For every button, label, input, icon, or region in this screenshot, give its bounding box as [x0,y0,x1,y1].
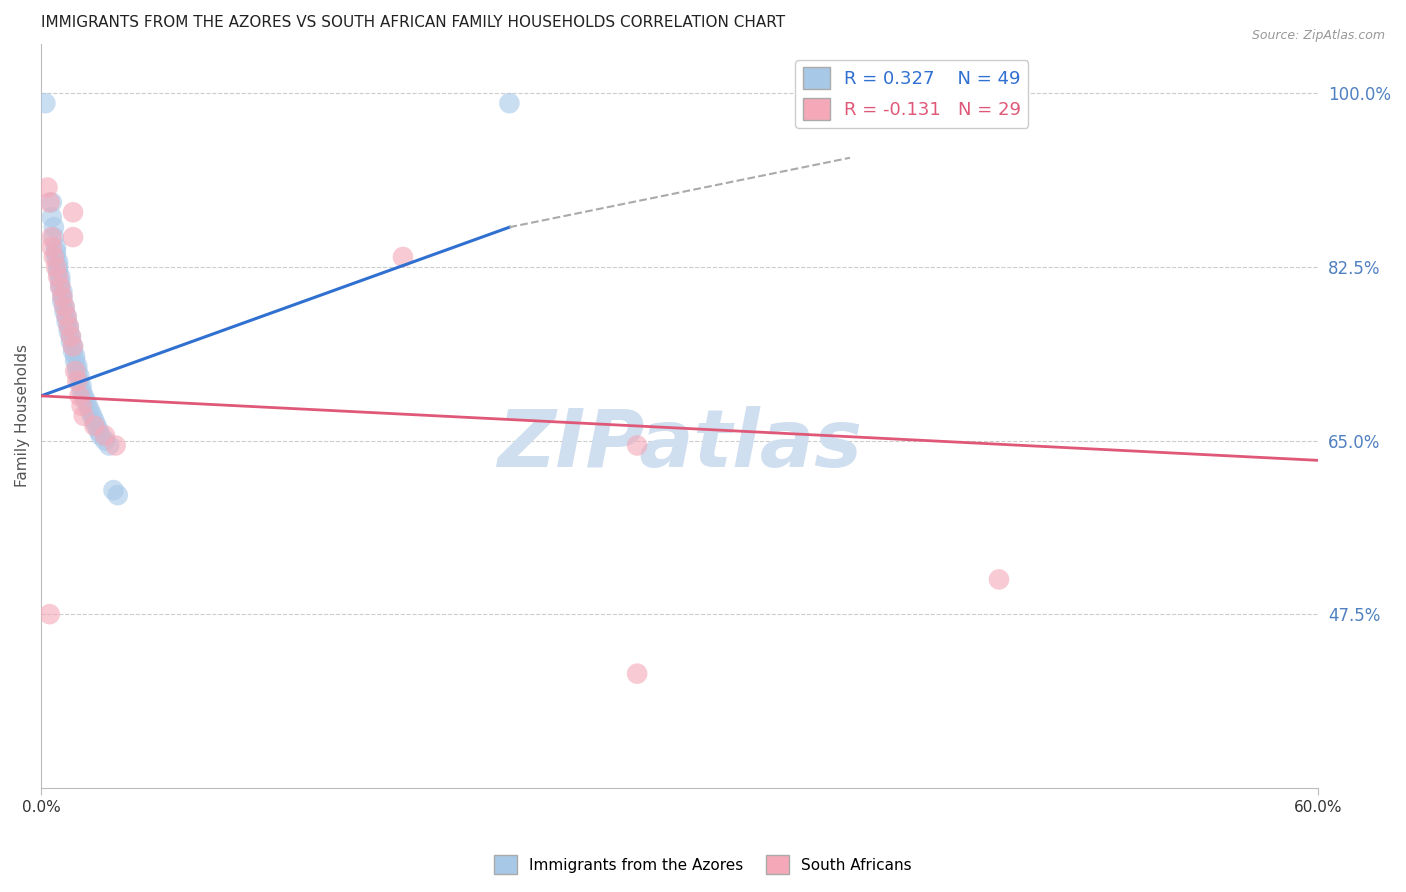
Point [45,260,67,274]
Text: ZIPatlas: ZIPatlas [498,407,862,484]
Point [59,329,82,343]
Point [51,285,73,299]
Point [62,344,84,359]
Point [83,418,105,433]
Point [38,195,60,210]
Point [94,428,117,442]
Point [46,269,69,284]
Point [86,418,108,433]
Point [59,329,82,343]
Point [66,359,89,373]
Point [49,279,72,293]
Text: IMMIGRANTS FROM THE AZORES VS SOUTH AFRICAN FAMILY HOUSEHOLDS CORRELATION CHART: IMMIGRANTS FROM THE AZORES VS SOUTH AFRI… [41,15,785,30]
Point [498,96,520,111]
Point [55,310,77,324]
Point [63,349,86,363]
Point [53,304,76,318]
Point [42,230,65,244]
Point [41,211,63,225]
Point [46,260,69,274]
Point [38,607,60,621]
Point [70,384,93,398]
Point [45,250,67,264]
Point [62,205,84,219]
Point [67,389,90,403]
Point [45,240,67,254]
Point [90,428,112,442]
Legend: R = 0.327    N = 49, R = -0.131   N = 29: R = 0.327 N = 49, R = -0.131 N = 29 [796,60,1028,128]
Point [66,364,89,378]
Point [34,96,56,111]
Point [104,438,127,452]
Point [62,339,84,353]
Point [49,269,72,284]
Point [103,483,125,497]
Point [66,374,89,388]
Point [55,314,77,328]
Point [46,255,69,269]
Point [58,319,80,334]
Point [83,414,105,428]
Point [51,294,73,309]
Point [107,488,129,502]
Point [75,393,97,408]
Point [53,300,76,314]
Point [73,409,96,423]
Point [62,230,84,244]
Point [392,250,415,264]
Point [51,290,73,304]
Point [77,399,100,413]
Point [82,409,104,423]
Y-axis label: Family Households: Family Households [15,344,30,487]
Point [63,364,86,378]
Point [45,245,67,260]
Point [626,666,648,681]
Point [42,250,65,264]
Point [79,403,101,417]
Point [62,339,84,353]
Point [626,438,648,452]
Point [63,354,86,368]
Point [42,220,65,235]
Point [49,279,72,293]
Point [988,573,1011,587]
Point [41,240,63,254]
Text: Source: ZipAtlas.com: Source: ZipAtlas.com [1251,29,1385,42]
Point [58,319,80,334]
Point [58,325,80,339]
Point [49,275,72,289]
Point [41,230,63,244]
Point [70,399,93,413]
Point [59,334,82,349]
Point [53,300,76,314]
Legend: Immigrants from the Azores, South Africans: Immigrants from the Azores, South Africa… [488,849,918,880]
Point [37,180,59,194]
Point [67,369,90,384]
Point [51,290,73,304]
Point [46,265,69,279]
Point [70,379,93,393]
Point [94,434,117,448]
Point [87,424,110,438]
Point [73,389,96,403]
Point [41,195,63,210]
Point [98,438,121,452]
Point [55,310,77,324]
Point [67,374,90,388]
